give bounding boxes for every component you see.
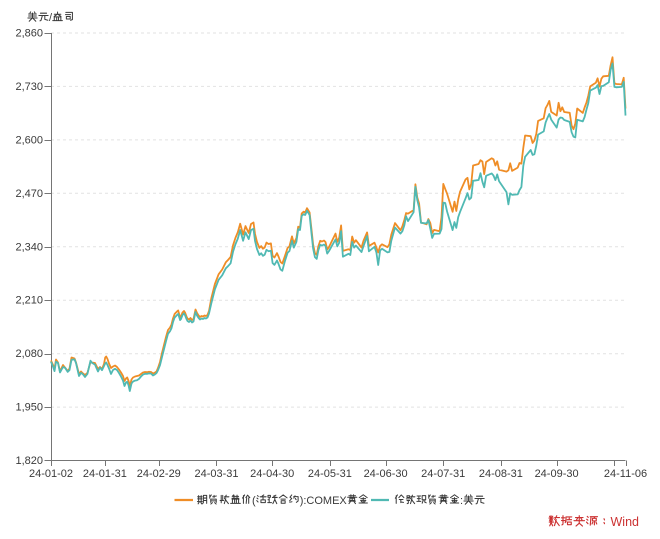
svg-text:24-03-31: 24-03-31: [194, 468, 238, 480]
svg-text:2,340: 2,340: [15, 241, 43, 253]
svg-text:2,600: 2,600: [15, 134, 43, 146]
svg-text:24-04-30: 24-04-30: [250, 468, 294, 480]
svg-text:2,470: 2,470: [15, 188, 43, 200]
svg-text:24-11-06: 24-11-06: [604, 468, 647, 480]
svg-text:Wind: Wind: [611, 515, 640, 529]
svg-text:2,730: 2,730: [15, 81, 43, 93]
svg-text:24-05-31: 24-05-31: [308, 468, 352, 480]
svg-text:24-01-31: 24-01-31: [83, 468, 127, 480]
svg-text:):COMEX: ):COMEX: [300, 495, 348, 507]
svg-text:24-06-30: 24-06-30: [364, 468, 408, 480]
svg-text:2,210: 2,210: [15, 295, 43, 307]
svg-text:24-08-31: 24-08-31: [479, 468, 523, 480]
svg-text:1,820: 1,820: [15, 455, 43, 467]
svg-text:(: (: [252, 495, 256, 507]
svg-text:24-01-02: 24-01-02: [29, 468, 73, 480]
svg-text:24-09-30: 24-09-30: [535, 468, 579, 480]
svg-text:1,950: 1,950: [15, 402, 43, 414]
svg-text:2,080: 2,080: [15, 348, 43, 360]
svg-text:/: /: [49, 12, 53, 24]
svg-text:2,860: 2,860: [15, 28, 43, 40]
svg-text::: :: [460, 495, 463, 507]
svg-text:24-02-29: 24-02-29: [137, 468, 181, 480]
svg-text:24-07-31: 24-07-31: [421, 468, 465, 480]
